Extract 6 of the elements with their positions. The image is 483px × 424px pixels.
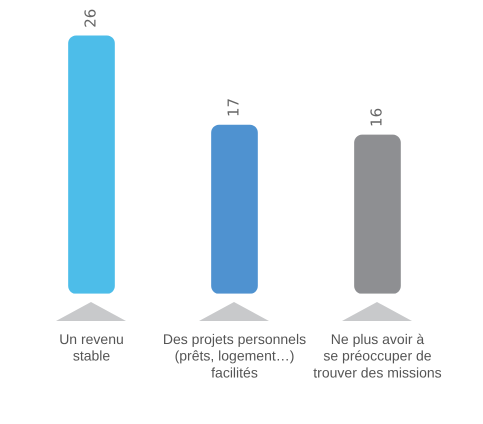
data-label: 16 [367,108,386,127]
x-tick-label: Un revenu stable [59,330,124,364]
data-label: 17 [224,98,242,118]
data-label: 26 [81,8,100,28]
x-tick-label: Des projets personnels (prêts, logement…) facilités [162,330,306,380]
x-tick-label: Ne plus avoir à se préoccuper de trouver des missions [313,330,442,380]
